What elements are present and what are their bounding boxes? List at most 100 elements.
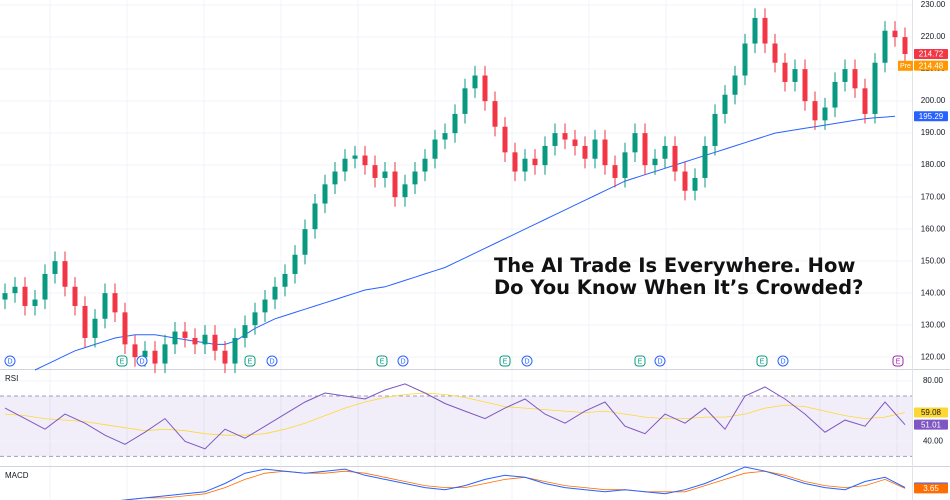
y-tick-label: 220.00 [921,32,946,41]
candle-body [762,17,768,44]
pane-title: MACD [5,471,29,480]
last-price-badge-label: 214.72 [919,50,944,59]
candle-body [792,69,798,82]
event-label: D [780,358,785,365]
candle-body [552,133,558,146]
candle-body [72,286,78,306]
candle-body [822,107,828,121]
y-tick-label: 140.00 [921,288,946,297]
candle-body [772,43,778,63]
candle-body [562,133,568,140]
y-tick-label: 80.00 [923,376,944,385]
candle-body [52,261,58,274]
earnings-marker [244,355,256,367]
candle-body [462,88,468,114]
candle-body [602,139,608,166]
candle-body [842,69,848,82]
candle-body [412,171,418,185]
candle-body [592,139,598,159]
indicator-line [120,466,906,500]
candle-body [422,158,428,172]
candle-body [482,75,488,102]
dividend-marker [521,355,533,367]
candle-body [262,299,268,313]
pane-lines [4,383,906,450]
y-tick-label: 150.00 [921,256,946,265]
headline: Do You Know When It’s Crowded? [494,276,863,299]
candle-body [612,165,618,178]
earnings-marker [634,355,646,367]
candle-body [622,152,628,178]
candle-body [82,305,88,338]
candle-body [202,334,208,345]
pane-lines [120,466,906,500]
ma-badge [914,111,948,122]
value-badge-label: 3.65 [923,484,939,493]
event-label: D [269,358,274,365]
candle-body [652,158,658,166]
candle-body [352,155,358,159]
candle-body [542,145,548,166]
event-label: E [248,358,253,365]
y-tick-label: 170.00 [921,192,946,201]
candle-body [452,113,458,134]
candle-body [702,145,708,178]
candle-body [222,350,228,364]
candle-body [782,62,788,82]
y-tick-label: 180.00 [921,160,946,169]
candle-body [362,155,368,166]
candle-body [12,286,18,294]
candle-body [442,133,448,140]
candle-body [582,145,588,159]
candle-body [102,293,108,319]
premarket-tag-label: Pre [900,63,911,70]
candle-body [172,331,178,345]
candle-body [152,350,158,364]
candle-body [142,350,148,358]
candle-body [212,334,218,351]
last-price-badge [914,49,948,60]
candle-body [322,184,328,204]
dividend-marker [777,355,789,367]
candle-body [732,75,738,95]
event-label: D [139,358,144,365]
candle-body [302,229,308,255]
candle-body [742,43,748,76]
y-tick-label: 230.00 [921,0,946,9]
headline: The AI Trade Is Everywhere. How [494,254,855,277]
earnings-marker [499,355,511,367]
candle-body [292,254,298,274]
candle-body [532,158,538,166]
candle-body [682,171,688,191]
candle-body [832,81,838,108]
indicator-line [4,392,906,436]
candle-body [132,344,138,358]
candle-body [752,17,758,44]
value-badge [914,483,948,494]
candle-body [62,261,68,287]
candle-body [692,177,698,191]
candle-body [522,158,528,172]
candle-body [572,139,578,146]
candle-body [472,75,478,89]
candle-body [812,101,818,121]
candle-body [242,325,248,338]
event-label: E [760,358,765,365]
candle-body [392,171,398,198]
candle-body [632,133,638,153]
value-badge [914,419,948,430]
vertical-grid [49,0,898,500]
candle-body [32,299,38,306]
candle-body [232,337,238,364]
candle-body [342,158,348,172]
candle-body [862,88,868,114]
moving-average [34,115,896,371]
candle-body [162,344,168,364]
premarket-badge [914,60,948,71]
candle-body [512,152,518,172]
event-label: D [524,358,529,365]
candle-body [502,126,508,153]
earnings-marker [756,355,768,367]
